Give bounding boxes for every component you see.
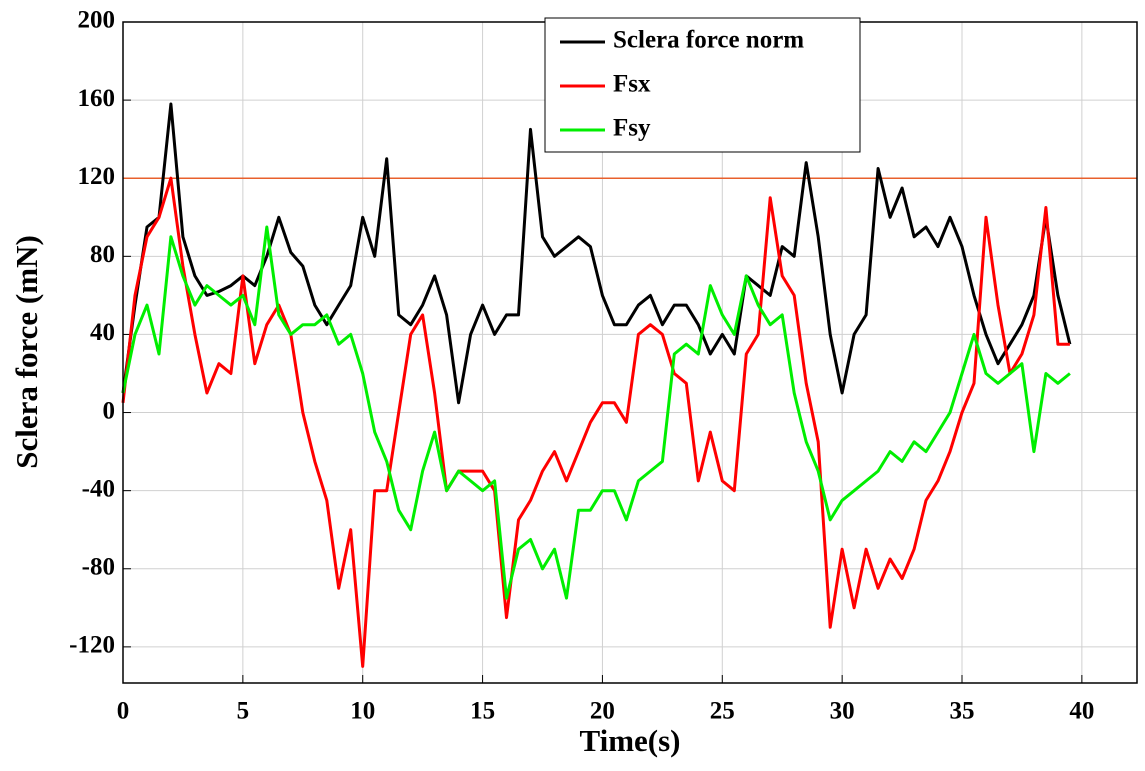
y-tick-label: 40	[90, 319, 115, 346]
y-tick-label: 200	[78, 7, 116, 34]
data-line	[121, 102, 1072, 405]
x-tick-label: 20	[590, 698, 615, 725]
y-tick-label: 80	[90, 241, 115, 268]
data-line	[121, 225, 1071, 600]
y-axis-label: Sclera force (mN)	[9, 235, 44, 469]
x-tick-label: 30	[830, 698, 855, 725]
y-tick-label: 120	[78, 163, 116, 190]
data-line	[121, 176, 1070, 668]
x-axis-label: Time(s)	[579, 723, 680, 758]
legend-label: Fsy	[613, 115, 651, 142]
x-tick-label: 0	[117, 698, 130, 725]
x-tick-label: 5	[237, 698, 250, 725]
y-tick-label: -120	[69, 632, 115, 659]
y-tick-label: -40	[82, 475, 115, 502]
x-tick-label: 40	[1069, 698, 1094, 725]
y-tick-label: -80	[82, 553, 115, 580]
x-tick-label: 10	[350, 698, 375, 725]
y-tick-label: 160	[78, 85, 116, 112]
x-tick-label: 35	[950, 698, 975, 725]
legend-label: Sclera force norm	[613, 27, 804, 54]
y-tick-label: 0	[103, 397, 116, 424]
legend-label: Fsx	[613, 71, 651, 98]
x-tick-label: 25	[710, 698, 735, 725]
x-tick-label: 15	[470, 698, 495, 725]
